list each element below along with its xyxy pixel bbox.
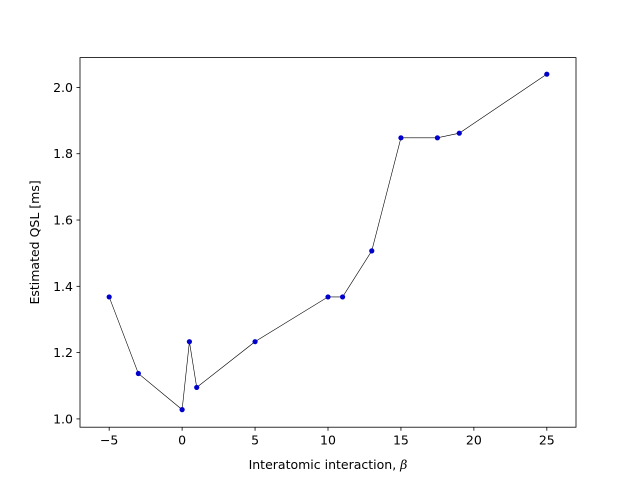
y-tick-label: 1.2 <box>53 345 73 360</box>
data-point <box>252 339 258 345</box>
x-tick-label: 10 <box>320 433 336 448</box>
y-axis: 1.0 1.2 1.4 1.6 1.8 2.0 <box>53 80 80 426</box>
x-tick-label: 25 <box>539 433 555 448</box>
data-point <box>194 384 200 391</box>
data-point <box>434 135 441 141</box>
data-point <box>135 370 141 377</box>
x-axis-label-symbol: β <box>399 457 407 472</box>
y-tick-label: 1.6 <box>53 213 73 228</box>
data-point <box>339 294 346 300</box>
data-point <box>456 130 462 136</box>
x-tick-label: −5 <box>100 433 118 448</box>
y-tick-label: 2.0 <box>53 80 73 95</box>
data-point <box>398 135 404 141</box>
x-tick-label: 0 <box>178 433 186 448</box>
data-point <box>179 407 185 413</box>
data-point <box>369 248 375 254</box>
x-tick-label: 5 <box>251 433 259 448</box>
x-tick-label: 20 <box>466 433 482 448</box>
y-axis-label: Estimated QSL [ms] <box>27 180 42 304</box>
x-axis-label: Interatomic interaction, β <box>249 457 408 472</box>
x-tick-label: 15 <box>393 433 409 448</box>
series-layer <box>106 71 550 413</box>
data-point <box>186 339 193 345</box>
x-axis-label-text: Interatomic interaction, <box>249 457 401 472</box>
data-point <box>544 71 550 77</box>
y-tick-label: 1.4 <box>53 279 73 294</box>
data-point <box>106 294 112 300</box>
data-point <box>325 294 331 300</box>
y-tick-label: 1.0 <box>53 411 73 426</box>
y-tick-label: 1.8 <box>53 146 73 161</box>
x-axis: −5 0 5 10 15 20 25 <box>100 427 555 448</box>
